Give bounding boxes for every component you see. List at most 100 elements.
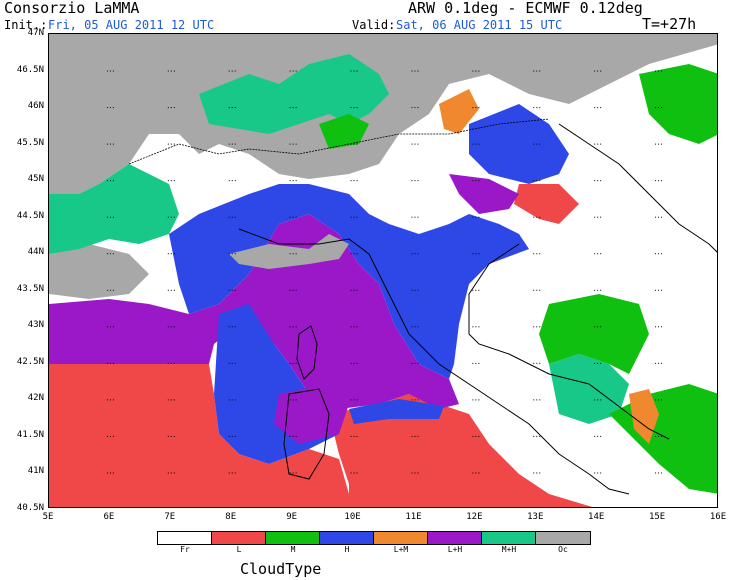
grid-dot	[234, 107, 236, 109]
legend-title: CloudType	[240, 560, 322, 578]
grid-dot	[594, 180, 596, 182]
grid-dot	[539, 326, 541, 328]
grid-dot	[417, 399, 419, 401]
grid-dot	[417, 180, 419, 182]
grid-dot	[600, 143, 602, 145]
region-low-high-center	[49, 214, 459, 409]
region-midhigh-alps	[199, 54, 389, 134]
init-value: Fri, 05 AUG 2011 12 UTC	[48, 18, 215, 32]
model-title: ARW 0.1deg - ECMWF 0.12deg	[408, 0, 643, 17]
grid-dot	[475, 326, 477, 328]
grid-dot	[417, 472, 419, 474]
grid-dot	[661, 326, 663, 328]
grid-dot	[350, 70, 352, 72]
legend-label: Fr	[180, 545, 190, 554]
grid-dot	[170, 326, 172, 328]
grid-dot	[533, 253, 535, 255]
grid-dots	[106, 70, 663, 474]
grid-dot	[295, 180, 297, 182]
grid-dot	[661, 399, 663, 401]
region-overcast-ligurian	[229, 234, 349, 269]
legend-label: L+H	[447, 545, 463, 554]
grid-dot	[170, 216, 172, 218]
legend-swatch	[212, 532, 266, 544]
grid-dot	[350, 435, 352, 437]
grid-dot	[173, 289, 175, 291]
grid-dot	[356, 253, 358, 255]
grid-dot	[411, 180, 413, 182]
grid-dot	[475, 289, 477, 291]
grid-dot	[231, 253, 233, 255]
grid-dot	[655, 253, 657, 255]
grid-dot	[597, 289, 599, 291]
grid-dot	[109, 143, 111, 145]
map-frame	[48, 33, 718, 508]
grid-dot	[106, 362, 108, 364]
grid-dot	[597, 435, 599, 437]
grid-dot	[167, 143, 169, 145]
grid-dot	[112, 399, 114, 401]
grid-dot	[112, 472, 114, 474]
grid-dot	[356, 216, 358, 218]
grid-dot	[167, 107, 169, 109]
grid-dot	[109, 180, 111, 182]
grid-dot	[173, 70, 175, 72]
lat-tick-label: 41N	[27, 466, 44, 477]
grid-dot	[228, 289, 230, 291]
grid-dot	[536, 472, 538, 474]
grid-dot	[414, 143, 416, 145]
grid-dot	[228, 326, 230, 328]
lat-tick-label: 42.5N	[16, 356, 44, 367]
grid-dot	[231, 435, 233, 437]
grid-dot	[536, 107, 538, 109]
grid-dot	[600, 326, 602, 328]
grid-dot	[112, 70, 114, 72]
grid-dot	[106, 253, 108, 255]
legend-swatch	[536, 532, 590, 544]
grid-dot	[597, 472, 599, 474]
grid-dot	[289, 399, 291, 401]
grid-dot	[289, 326, 291, 328]
grid-dot	[594, 472, 596, 474]
lat-tick-label: 47N	[27, 28, 44, 38]
grid-dot	[414, 326, 416, 328]
region-overcast-west	[49, 244, 149, 299]
grid-dot	[292, 326, 294, 328]
grid-dot	[356, 399, 358, 401]
grid-dot	[600, 362, 602, 364]
legend-label: L	[236, 545, 242, 554]
grid-dot	[539, 435, 541, 437]
grid-dot	[228, 143, 230, 145]
grid-dot	[594, 216, 596, 218]
grid-dot	[594, 399, 596, 401]
grid-dot	[350, 143, 352, 145]
grid-dot	[170, 253, 172, 255]
grid-dot	[295, 399, 297, 401]
grid-dot	[106, 326, 108, 328]
grid-dot	[112, 362, 114, 364]
grid-dot	[472, 289, 474, 291]
grid-dot	[350, 180, 352, 182]
lon-tick-label: 7E	[164, 512, 176, 522]
grid-dot	[289, 107, 291, 109]
grid-dot	[478, 143, 480, 145]
grid-dot	[231, 107, 233, 109]
grid-dot	[414, 107, 416, 109]
grid-dot	[234, 143, 236, 145]
grid-dot	[289, 216, 291, 218]
grid-dot	[594, 253, 596, 255]
lon-tick-label: 5E	[42, 512, 54, 522]
grid-dot	[478, 362, 480, 364]
lat-tick-label: 46.5N	[16, 64, 44, 75]
grid-dot	[414, 399, 416, 401]
legend-colorbar	[157, 531, 591, 545]
grid-dot	[112, 326, 114, 328]
grid-dot	[170, 70, 172, 72]
grid-dot	[533, 289, 535, 291]
grid-dot	[411, 70, 413, 72]
grid-dot	[234, 216, 236, 218]
grid-dot	[655, 362, 657, 364]
grid-dot	[661, 180, 663, 182]
grid-dot	[655, 399, 657, 401]
grid-dot	[661, 107, 663, 109]
